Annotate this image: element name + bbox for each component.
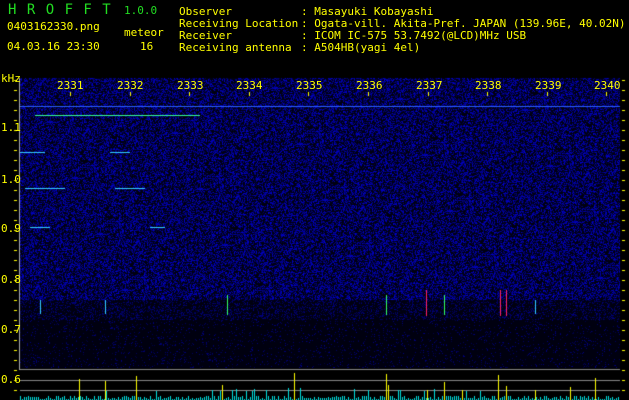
app-version: 1.0.0 — [124, 4, 158, 17]
x-tick-label: 2340 — [594, 79, 621, 92]
info-label: Receiver — [179, 29, 232, 42]
meteor-count: 16 — [140, 40, 154, 53]
y-tick-label: 0.7 — [1, 323, 21, 336]
x-tick-label: 2333 — [177, 79, 204, 92]
info-value: : Masayuki Kobayashi — [301, 5, 434, 18]
y-tick-label: 0.9 — [1, 222, 21, 235]
x-tick-label: 2332 — [117, 79, 144, 92]
x-tick-label: 2337 — [416, 79, 443, 92]
x-tick-label: 2335 — [296, 79, 323, 92]
y-tick-label: 0.6 — [1, 373, 21, 386]
app-logo: H R O F F T — [8, 2, 112, 18]
x-tick-label: 2336 — [356, 79, 383, 92]
datetime: 04.03.16 23:30 — [7, 40, 100, 53]
y-unit-label: kHz — [1, 72, 21, 85]
x-tick-label: 2331 — [57, 79, 84, 92]
info-label: Observer — [179, 5, 232, 18]
filename: 0403162330.png — [7, 20, 100, 33]
info-label: Receiving Location — [179, 17, 299, 30]
info-label: Receiving antenna — [179, 41, 292, 54]
meteor-label: meteor — [124, 26, 164, 39]
info-value: : A504HB(yagi 4el) — [301, 41, 421, 54]
info-value: : ICOM IC-575 53.7492(@LCD)MHz USB — [301, 29, 527, 42]
x-tick-label: 2338 — [475, 79, 502, 92]
y-tick-label: 0.8 — [1, 273, 21, 286]
info-value: : Ogata-vill. Akita-Pref. JAPAN (139.96E… — [301, 17, 626, 30]
x-tick-label: 2334 — [236, 79, 263, 92]
y-tick-label: 1.1 — [1, 121, 21, 134]
y-tick-label: 1.0 — [1, 173, 21, 186]
x-tick-label: 2339 — [535, 79, 562, 92]
